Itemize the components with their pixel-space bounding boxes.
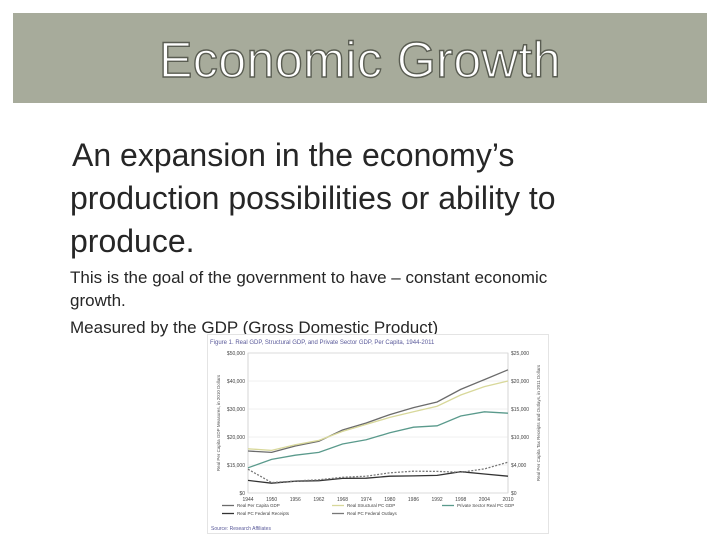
x-tick-label: 1992 (432, 497, 443, 503)
y-tick-label: $20,000 (227, 435, 245, 441)
legend-label: Real Per Capita GDP (237, 503, 280, 508)
x-tick-label: 1980 (384, 497, 395, 503)
x-tick-label: 1956 (290, 497, 301, 503)
y-tick-label: $50,000 (227, 351, 245, 357)
y-tick-label: $40,000 (227, 379, 245, 385)
x-tick-label: 1986 (408, 497, 419, 503)
y-tick-label: $15,000 (227, 463, 245, 469)
sub-bullet-1: This is the goal of the government to ha… (70, 266, 670, 312)
chart-source: Source: Research Affiliates (211, 526, 271, 532)
main-bullet-line-2: production possibilities or ability to (70, 180, 556, 216)
x-tick-label: 1962 (313, 497, 324, 503)
y-axis-title: Real Per Capita GDP Measures, in 2010 Do… (216, 374, 221, 471)
y2-tick-label: $10,000 (511, 435, 529, 441)
chart-svg: Figure 1. Real GDP, Structural GDP, and … (210, 340, 541, 532)
y2-tick-label: $15,000 (511, 407, 529, 413)
title-bar: Economic Growth (13, 13, 707, 103)
x-tick-label: 1944 (242, 497, 253, 503)
x-tick-label: 2010 (502, 497, 513, 503)
y2-axis-title: Real Per Capita Tax Receipts and Outlays… (536, 364, 541, 481)
sub-bullet-2: Measured by the GDP (Gross Domestic Prod… (70, 318, 439, 337)
y2-tick-label: $25,000 (511, 351, 529, 357)
legend-label: Real PC Federal Outlays (347, 511, 398, 516)
x-tick-label: 1968 (337, 497, 348, 503)
series-line (247, 380, 509, 452)
y2-tick-label: $20,000 (511, 379, 529, 385)
sub-bullet-1-line-2: growth. (70, 291, 126, 310)
x-tick-label: 1974 (361, 497, 372, 503)
y-tick-label: $30,000 (227, 407, 245, 413)
x-tick-label: 1998 (455, 497, 466, 503)
main-bullet-line-3: produce. (70, 223, 195, 259)
y2-tick-label: $4,000 (511, 463, 527, 469)
gdp-chart-image: Figure 1. Real GDP, Structural GDP, and … (207, 334, 549, 534)
series-line (247, 461, 509, 484)
series-line (247, 411, 509, 469)
sub-bullet-1-line-1: This is the goal of the government to ha… (70, 268, 548, 287)
legend-label: Real Structural PC GDP (347, 503, 395, 508)
main-bullet-line-1: An expansion in the economy’s (72, 137, 515, 173)
chart-title: Figure 1. Real GDP, Structural GDP, and … (210, 340, 435, 346)
x-tick-label: 2004 (479, 497, 490, 503)
legend-label: Real PC Federal Receipts (237, 511, 290, 516)
y-tick-label: $0 (239, 491, 245, 497)
series-line (247, 369, 509, 454)
legend-label: Private Sector Real PC GDP (457, 503, 514, 508)
y2-tick-label: $0 (511, 491, 517, 497)
main-bullet: An expansion in the economy’s production… (70, 134, 690, 263)
slide-title: Economic Growth (158, 31, 562, 88)
x-tick-label: 1950 (266, 497, 277, 503)
